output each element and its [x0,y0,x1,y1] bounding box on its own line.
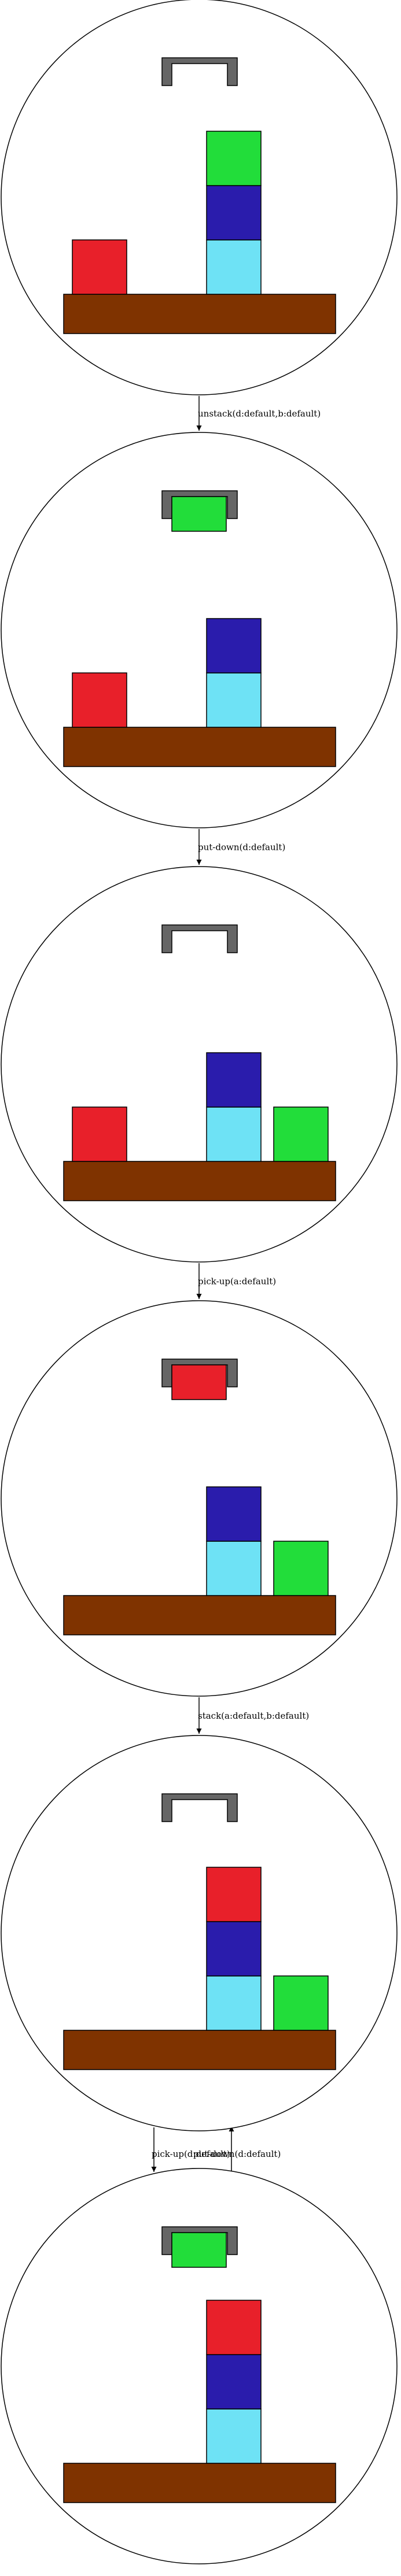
state-s6 [1,2168,398,2564]
block-c [206,1975,262,2031]
block-c [206,239,262,295]
block-b [206,1921,262,1977]
gripper [161,57,238,86]
block-d [206,131,262,186]
gripper-claw [161,924,238,953]
held-block-d [171,496,227,532]
edge-label: put-down(d:default) [193,2149,281,2159]
block-c [206,672,262,728]
block-a [72,672,127,728]
transition-edge: put-down(d:default) [193,2126,281,2171]
state-s1 [1,0,398,395]
block-a [72,239,127,295]
block-b [206,2354,262,2410]
block-a [206,2300,262,2355]
block-a [72,1106,127,1162]
state-s3 [1,866,398,1263]
table [63,727,336,767]
block-c [206,2408,262,2464]
table [63,1161,336,1201]
block-d [273,1541,329,1596]
block-d [273,1975,329,2031]
state-s2 [1,432,398,828]
edge-label: pick-up(a:default) [198,1276,276,1287]
gripper-claw [161,1793,238,1822]
edge-label: put-down(d:default) [198,842,285,853]
block-b [206,1052,262,1108]
gripper [161,1793,238,1822]
block-b [206,618,262,673]
gripper [161,1359,238,1400]
edge-label: stack(a:default,b:default) [198,1711,309,1721]
edge-label: unstack(d:default,b:default) [198,409,321,419]
transition-edge: put-down(d:default) [196,829,285,865]
table [63,2463,336,2503]
gripper-claw [161,57,238,86]
state-s5 [1,1735,398,2131]
gripper [161,924,238,953]
state-s4 [1,1300,398,1697]
gripper [161,2226,238,2268]
gripper [161,490,238,532]
edge-label: pick-up(d:default) [152,2149,230,2159]
block-b [206,1486,262,1542]
transition-edge: pick-up(a:default) [196,1263,276,1299]
block-b [206,185,262,240]
held-block-a [171,1364,227,1400]
held-block-d [171,2232,227,2268]
block-a [206,1867,262,1922]
table [63,1595,336,1635]
transition-edge: pick-up(d:default) [151,2127,230,2172]
table [63,294,336,334]
block-d [273,1106,329,1162]
transition-edge: stack(a:default,b:default) [196,1697,309,1734]
block-c [206,1541,262,1596]
block-c [206,1106,262,1162]
table [63,2030,336,2070]
transition-edge: unstack(d:default,b:default) [196,396,321,431]
